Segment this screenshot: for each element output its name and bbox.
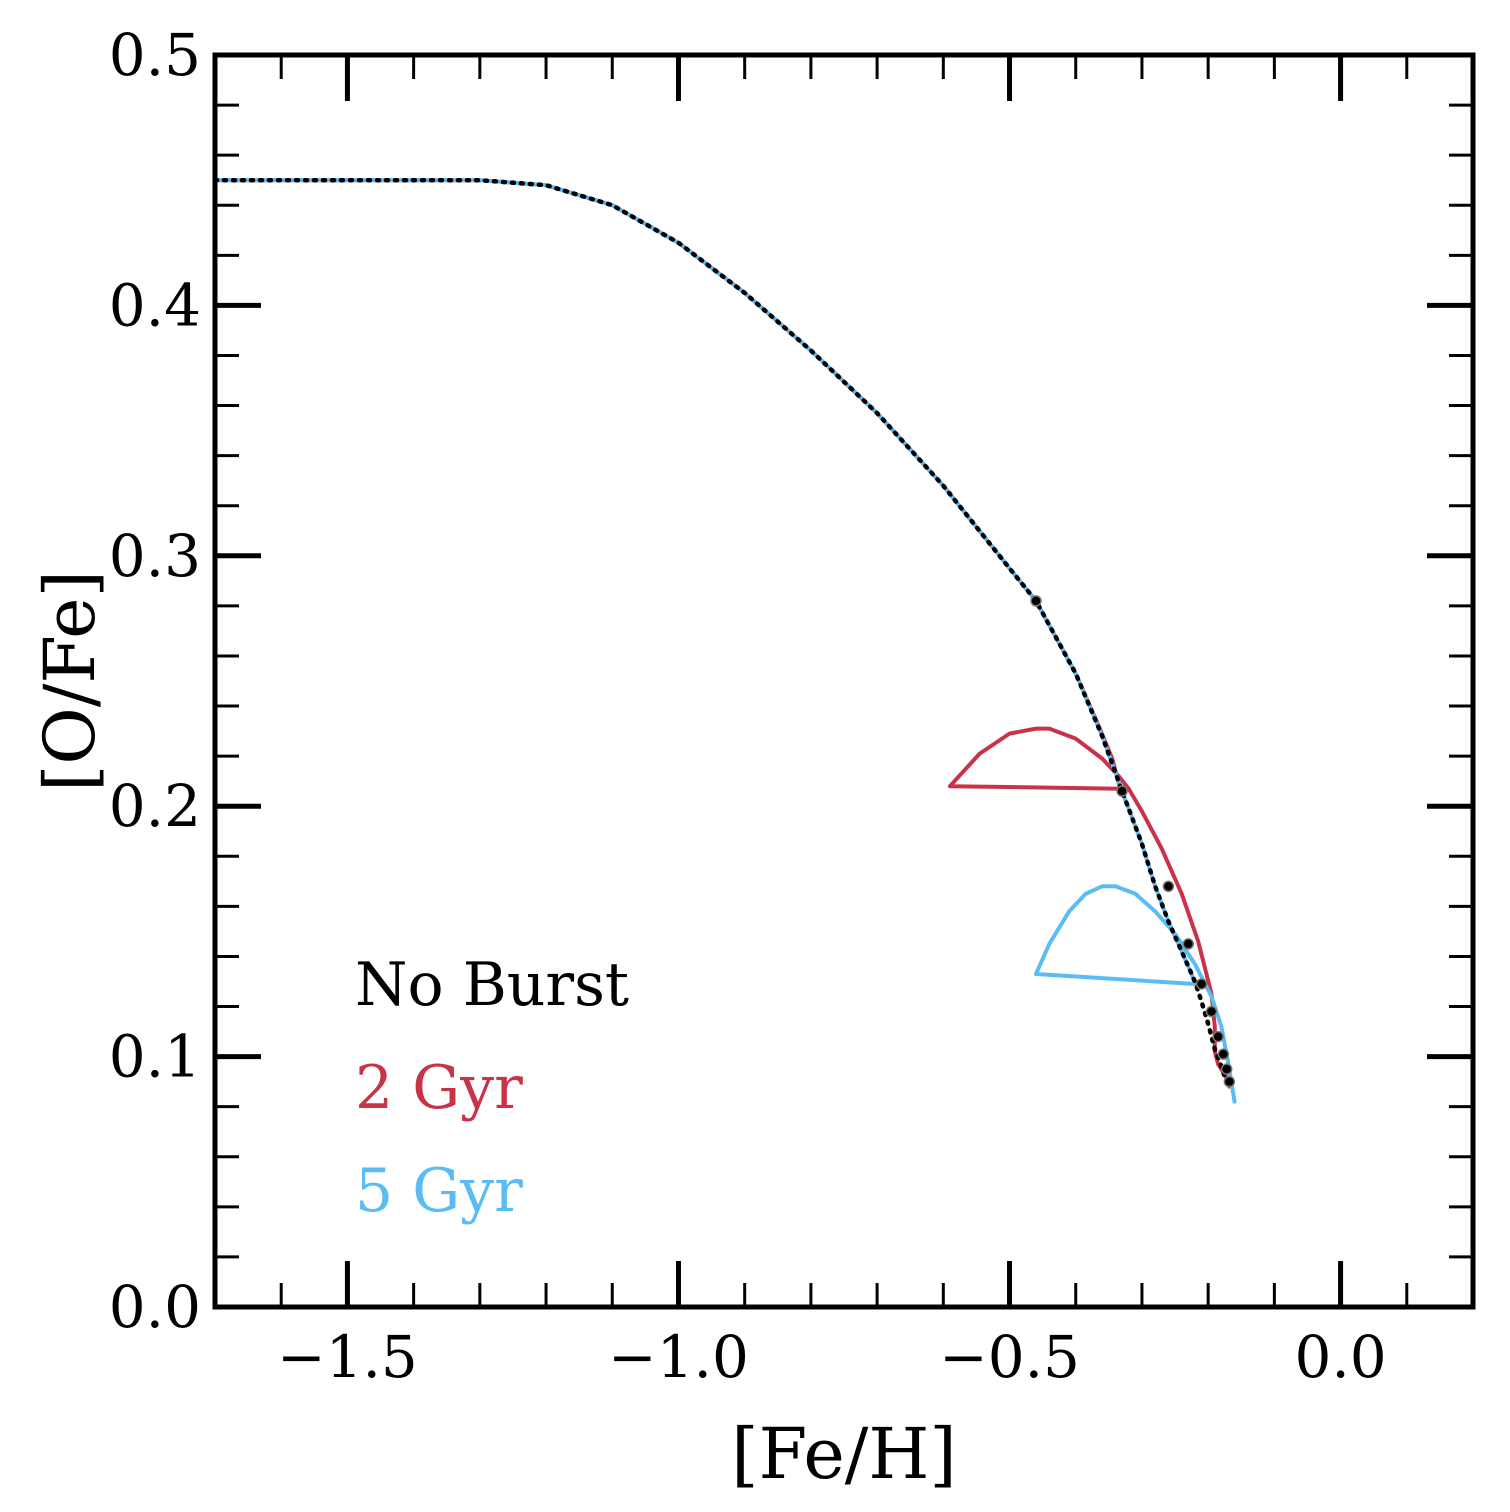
y-tick-label: 0.3 bbox=[109, 522, 201, 590]
legend: No Burst 2 Gyr 5 Gyr bbox=[355, 950, 629, 1226]
y-axis-label: [O/Fe] bbox=[29, 570, 111, 792]
legend-entry: 2 Gyr bbox=[355, 1053, 523, 1123]
y-tick-label: 0.2 bbox=[109, 772, 201, 840]
data-point bbox=[1217, 1048, 1230, 1060]
marker-layer bbox=[1030, 595, 1236, 1088]
data-point bbox=[1195, 978, 1208, 990]
x-tick-label: 0.0 bbox=[1294, 1323, 1386, 1391]
x-tick-label: −1.0 bbox=[608, 1323, 749, 1391]
x-axis-label: [Fe/H] bbox=[731, 1413, 956, 1495]
y-tick-label: 0.5 bbox=[109, 21, 201, 89]
data-point bbox=[1030, 595, 1042, 607]
data-point bbox=[1223, 1075, 1236, 1088]
series-line-no-burst bbox=[212, 177, 1231, 1089]
data-point bbox=[1205, 1005, 1218, 1018]
y-tick-label: 0.0 bbox=[109, 1273, 201, 1341]
y-tick-label: 0.4 bbox=[109, 271, 201, 339]
data-point bbox=[1162, 880, 1175, 893]
y-tick-label: 0.1 bbox=[109, 1023, 201, 1091]
tick-labels: −1.5 −1.0 −0.5 0.0 0.0 0.1 0.2 0.3 0.4 0.5 bbox=[109, 21, 1387, 1391]
x-tick-label: −1.5 bbox=[277, 1323, 418, 1391]
series-layer bbox=[212, 177, 1237, 1104]
x-tick-label: −0.5 bbox=[939, 1323, 1080, 1391]
data-point bbox=[1212, 1030, 1224, 1043]
plot-frame bbox=[212, 52, 1476, 1310]
data-point bbox=[1182, 938, 1195, 950]
legend-entry: 5 Gyr bbox=[355, 1156, 523, 1226]
data-point bbox=[1220, 1063, 1233, 1075]
series-line-5-gyr bbox=[213, 178, 1237, 1104]
legend-entry: No Burst bbox=[355, 950, 629, 1020]
data-point bbox=[1116, 785, 1128, 797]
